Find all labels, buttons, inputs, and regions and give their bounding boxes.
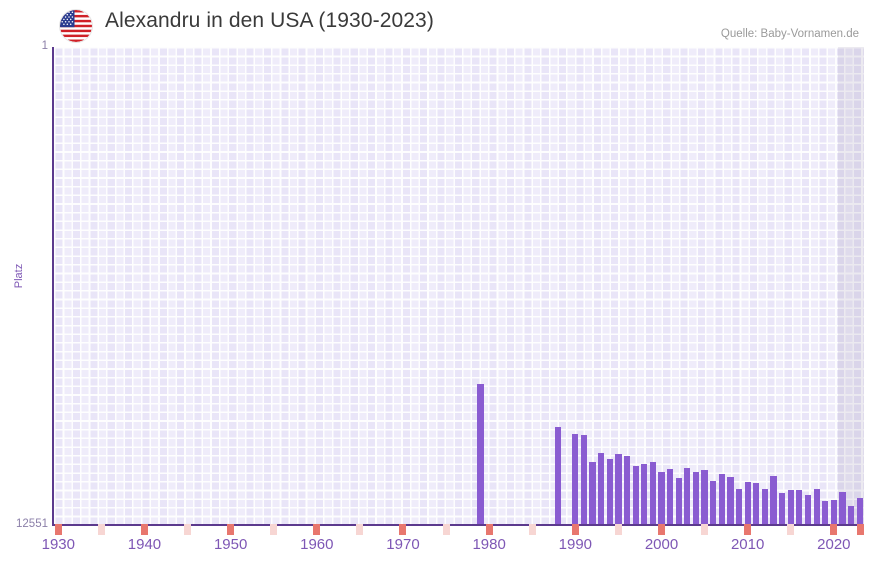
x-tick-major: [227, 524, 235, 535]
bar: [477, 384, 484, 524]
x-axis-tick-label: 1930: [41, 536, 75, 553]
bar: [701, 469, 708, 524]
x-tick-major: [140, 524, 148, 535]
bar: [598, 452, 605, 524]
bar: [735, 489, 743, 524]
x-axis-line: [52, 524, 864, 526]
x-axis-labels: 1930 1940 1950 1960 1970 1980 1990 2000 2010 2020: [42, 536, 864, 560]
x-tick-major: [658, 524, 665, 535]
bar: [623, 455, 631, 524]
chart-header: Alexandru in den USA (1930-2023) Quelle:…: [0, 0, 873, 44]
bar-series: [54, 47, 864, 524]
x-tick-minor: [614, 524, 622, 535]
bar: [710, 481, 717, 524]
x-tick-minor: [97, 524, 105, 535]
x-axis-ticks: [54, 524, 864, 536]
us-flag-icon: [60, 10, 92, 42]
bar: [667, 468, 674, 524]
x-axis-tick-label: 2010: [730, 536, 765, 553]
bar: [796, 489, 803, 524]
bar: [813, 489, 820, 524]
x-tick-minor: [442, 524, 450, 535]
chart-title: Alexandru in den USA (1930-2023): [105, 9, 434, 32]
bar: [692, 471, 700, 524]
bar: [554, 427, 562, 524]
bar: [675, 478, 682, 524]
x-tick-major: [313, 524, 321, 535]
x-axis-tick-label: 1940: [127, 536, 162, 553]
y-axis-line: [52, 47, 54, 524]
y-axis-title: Platz: [13, 263, 26, 289]
x-tick-minor: [528, 524, 536, 535]
x-axis-tick-label: 1960: [300, 536, 334, 553]
bar: [847, 506, 855, 524]
bar: [839, 492, 846, 524]
bar: [804, 495, 812, 524]
bar: [779, 492, 786, 524]
x-axis-tick-label: 2000: [644, 536, 679, 553]
bar: [761, 489, 768, 524]
x-axis-tick-label: 1990: [558, 536, 593, 553]
x-axis-tick-label: 1980: [472, 536, 506, 553]
bar: [822, 500, 829, 524]
plot-gridlines: [54, 47, 864, 524]
bar: [580, 434, 588, 524]
x-tick-minor: [787, 524, 795, 535]
x-tick-major: [399, 524, 407, 535]
x-tick-minor: [184, 524, 192, 535]
bar: [718, 474, 725, 524]
x-tick-minor: [701, 524, 709, 535]
bar: [744, 481, 751, 524]
bar: [649, 462, 656, 524]
bar: [615, 453, 622, 524]
bar: [606, 458, 613, 524]
x-axis-tick-label: 1950: [213, 536, 248, 553]
bar: [641, 463, 648, 524]
x-axis-tick-label: 1970: [386, 536, 420, 553]
x-tick-major: [54, 524, 62, 535]
x-tick-major: [857, 524, 864, 535]
y-axis-bottom-label: 12551: [16, 518, 48, 530]
x-tick-major: [830, 524, 838, 535]
bar: [830, 500, 837, 524]
bar: [658, 472, 665, 524]
x-tick-major: [571, 524, 579, 535]
x-tick-major: [744, 524, 752, 535]
bar: [684, 468, 691, 524]
bar: [572, 433, 579, 524]
bar: [589, 462, 596, 524]
y-axis-top-label: 1: [41, 40, 48, 52]
bar: [770, 476, 777, 524]
bar: [727, 476, 734, 524]
bar: [632, 466, 639, 524]
x-tick-major: [485, 524, 493, 535]
source-attribution: Quelle: Baby-Vornamen.de: [720, 28, 859, 40]
x-axis-tick-label: 2020: [817, 536, 851, 553]
bar: [856, 497, 863, 524]
plot-area: [52, 47, 864, 526]
x-tick-minor: [356, 524, 364, 535]
x-tick-minor: [270, 524, 278, 535]
bar: [787, 489, 794, 524]
bar: [753, 482, 760, 524]
